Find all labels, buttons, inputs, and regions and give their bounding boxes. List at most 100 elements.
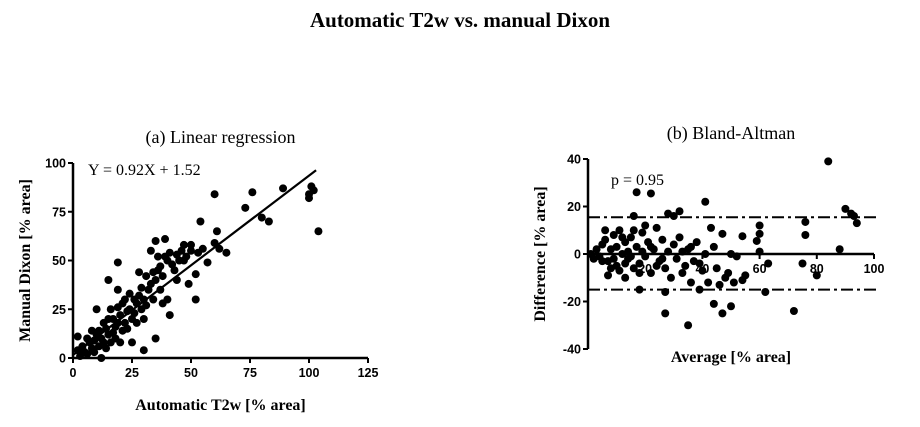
- data-point: [632, 188, 641, 197]
- data-point: [137, 283, 146, 292]
- data-point: [305, 190, 313, 199]
- data-point: [130, 295, 139, 304]
- data-point: [698, 266, 707, 275]
- data-point: [835, 245, 844, 254]
- data-point: [113, 303, 122, 312]
- data-point: [604, 271, 613, 280]
- data-point: [632, 242, 641, 251]
- data-point: [629, 226, 638, 235]
- data-point: [212, 227, 221, 236]
- data-point: [852, 219, 861, 228]
- data-point: [661, 309, 670, 318]
- y-tick-label: 100: [45, 157, 66, 171]
- x-tick-label: 80: [810, 262, 824, 276]
- x-axis-label: Automatic T2w [% area]: [135, 397, 306, 414]
- data-point: [163, 295, 172, 304]
- data-point: [149, 268, 158, 277]
- data-point: [641, 221, 650, 230]
- data-point: [646, 242, 655, 251]
- data-point: [99, 338, 108, 347]
- data-point: [709, 299, 718, 308]
- data-point: [215, 244, 224, 253]
- data-point: [179, 240, 188, 249]
- data-point: [158, 272, 167, 281]
- data-point: [672, 254, 681, 263]
- y-tick-label: 75: [52, 205, 66, 219]
- data-point: [646, 269, 655, 277]
- data-point: [109, 328, 118, 337]
- data-point: [609, 231, 618, 239]
- y-axis-label: Difference [% area]: [532, 186, 549, 321]
- data-point: [692, 238, 701, 247]
- data-point: [635, 269, 644, 277]
- data-point: [210, 190, 219, 199]
- x-tick-label: 75: [243, 366, 257, 380]
- regression-equation: Y = 0.92X + 1.52: [88, 162, 201, 179]
- data-point: [264, 217, 273, 226]
- y-tick-label: 50: [52, 254, 66, 268]
- data-point: [652, 261, 661, 270]
- y-tick-label: 0: [59, 352, 66, 366]
- data-point: [132, 318, 141, 327]
- data-point: [161, 235, 170, 244]
- data-point: [165, 248, 174, 257]
- data-point: [113, 285, 122, 294]
- data-point: [764, 259, 773, 268]
- data-point: [675, 207, 684, 216]
- data-point: [179, 256, 188, 265]
- data-point: [841, 204, 850, 213]
- data-point: [153, 252, 162, 261]
- data-point: [729, 278, 738, 287]
- data-point: [106, 338, 115, 347]
- data-point: [681, 261, 690, 270]
- panel-a-title: (a) Linear regression: [146, 127, 296, 148]
- data-point: [812, 271, 821, 280]
- x-tick-label: 20: [638, 262, 652, 276]
- data-point: [635, 259, 644, 268]
- data-point: [666, 273, 675, 282]
- p-value-annotation: p = 0.95: [611, 172, 664, 189]
- x-axis-label: Average [% area]: [671, 349, 791, 366]
- y-axis-label: Manual Dixon [% area]: [17, 179, 34, 342]
- data-point: [170, 266, 179, 275]
- y-tick-label: 25: [52, 303, 66, 317]
- data-point: [116, 338, 125, 347]
- data-point: [142, 301, 151, 310]
- data-point: [718, 309, 727, 318]
- y-tick-label: -20: [563, 295, 581, 309]
- data-point: [718, 229, 727, 238]
- data-point: [661, 264, 670, 273]
- data-point: [151, 276, 160, 284]
- x-tick-label: 100: [299, 366, 320, 380]
- data-point: [615, 226, 624, 235]
- data-point: [149, 295, 158, 304]
- data-point: [146, 246, 155, 255]
- data-point: [113, 258, 122, 267]
- data-point: [601, 235, 610, 244]
- figure-title: Automatic T2w vs. manual Dixon: [309, 8, 611, 32]
- data-point: [612, 242, 621, 251]
- data-point: [706, 223, 715, 232]
- data-point: [601, 226, 610, 235]
- data-point: [151, 334, 160, 343]
- data-point: [629, 212, 638, 220]
- data-point: [135, 268, 144, 277]
- data-point: [629, 264, 638, 273]
- data-point: [165, 311, 174, 320]
- data-point: [606, 264, 615, 273]
- data-point: [73, 332, 82, 341]
- data-point: [90, 348, 99, 357]
- y-tick-label: 40: [567, 153, 581, 167]
- data-point: [184, 279, 193, 288]
- data-point: [118, 326, 127, 335]
- data-point: [695, 285, 704, 294]
- data-point: [151, 237, 160, 245]
- data-point: [113, 318, 122, 327]
- data-point: [704, 278, 713, 287]
- data-point: [279, 184, 288, 193]
- data-point: [755, 229, 764, 238]
- data-point: [738, 232, 747, 241]
- data-point: [727, 302, 735, 311]
- data-point: [686, 242, 695, 251]
- data-point: [678, 269, 687, 277]
